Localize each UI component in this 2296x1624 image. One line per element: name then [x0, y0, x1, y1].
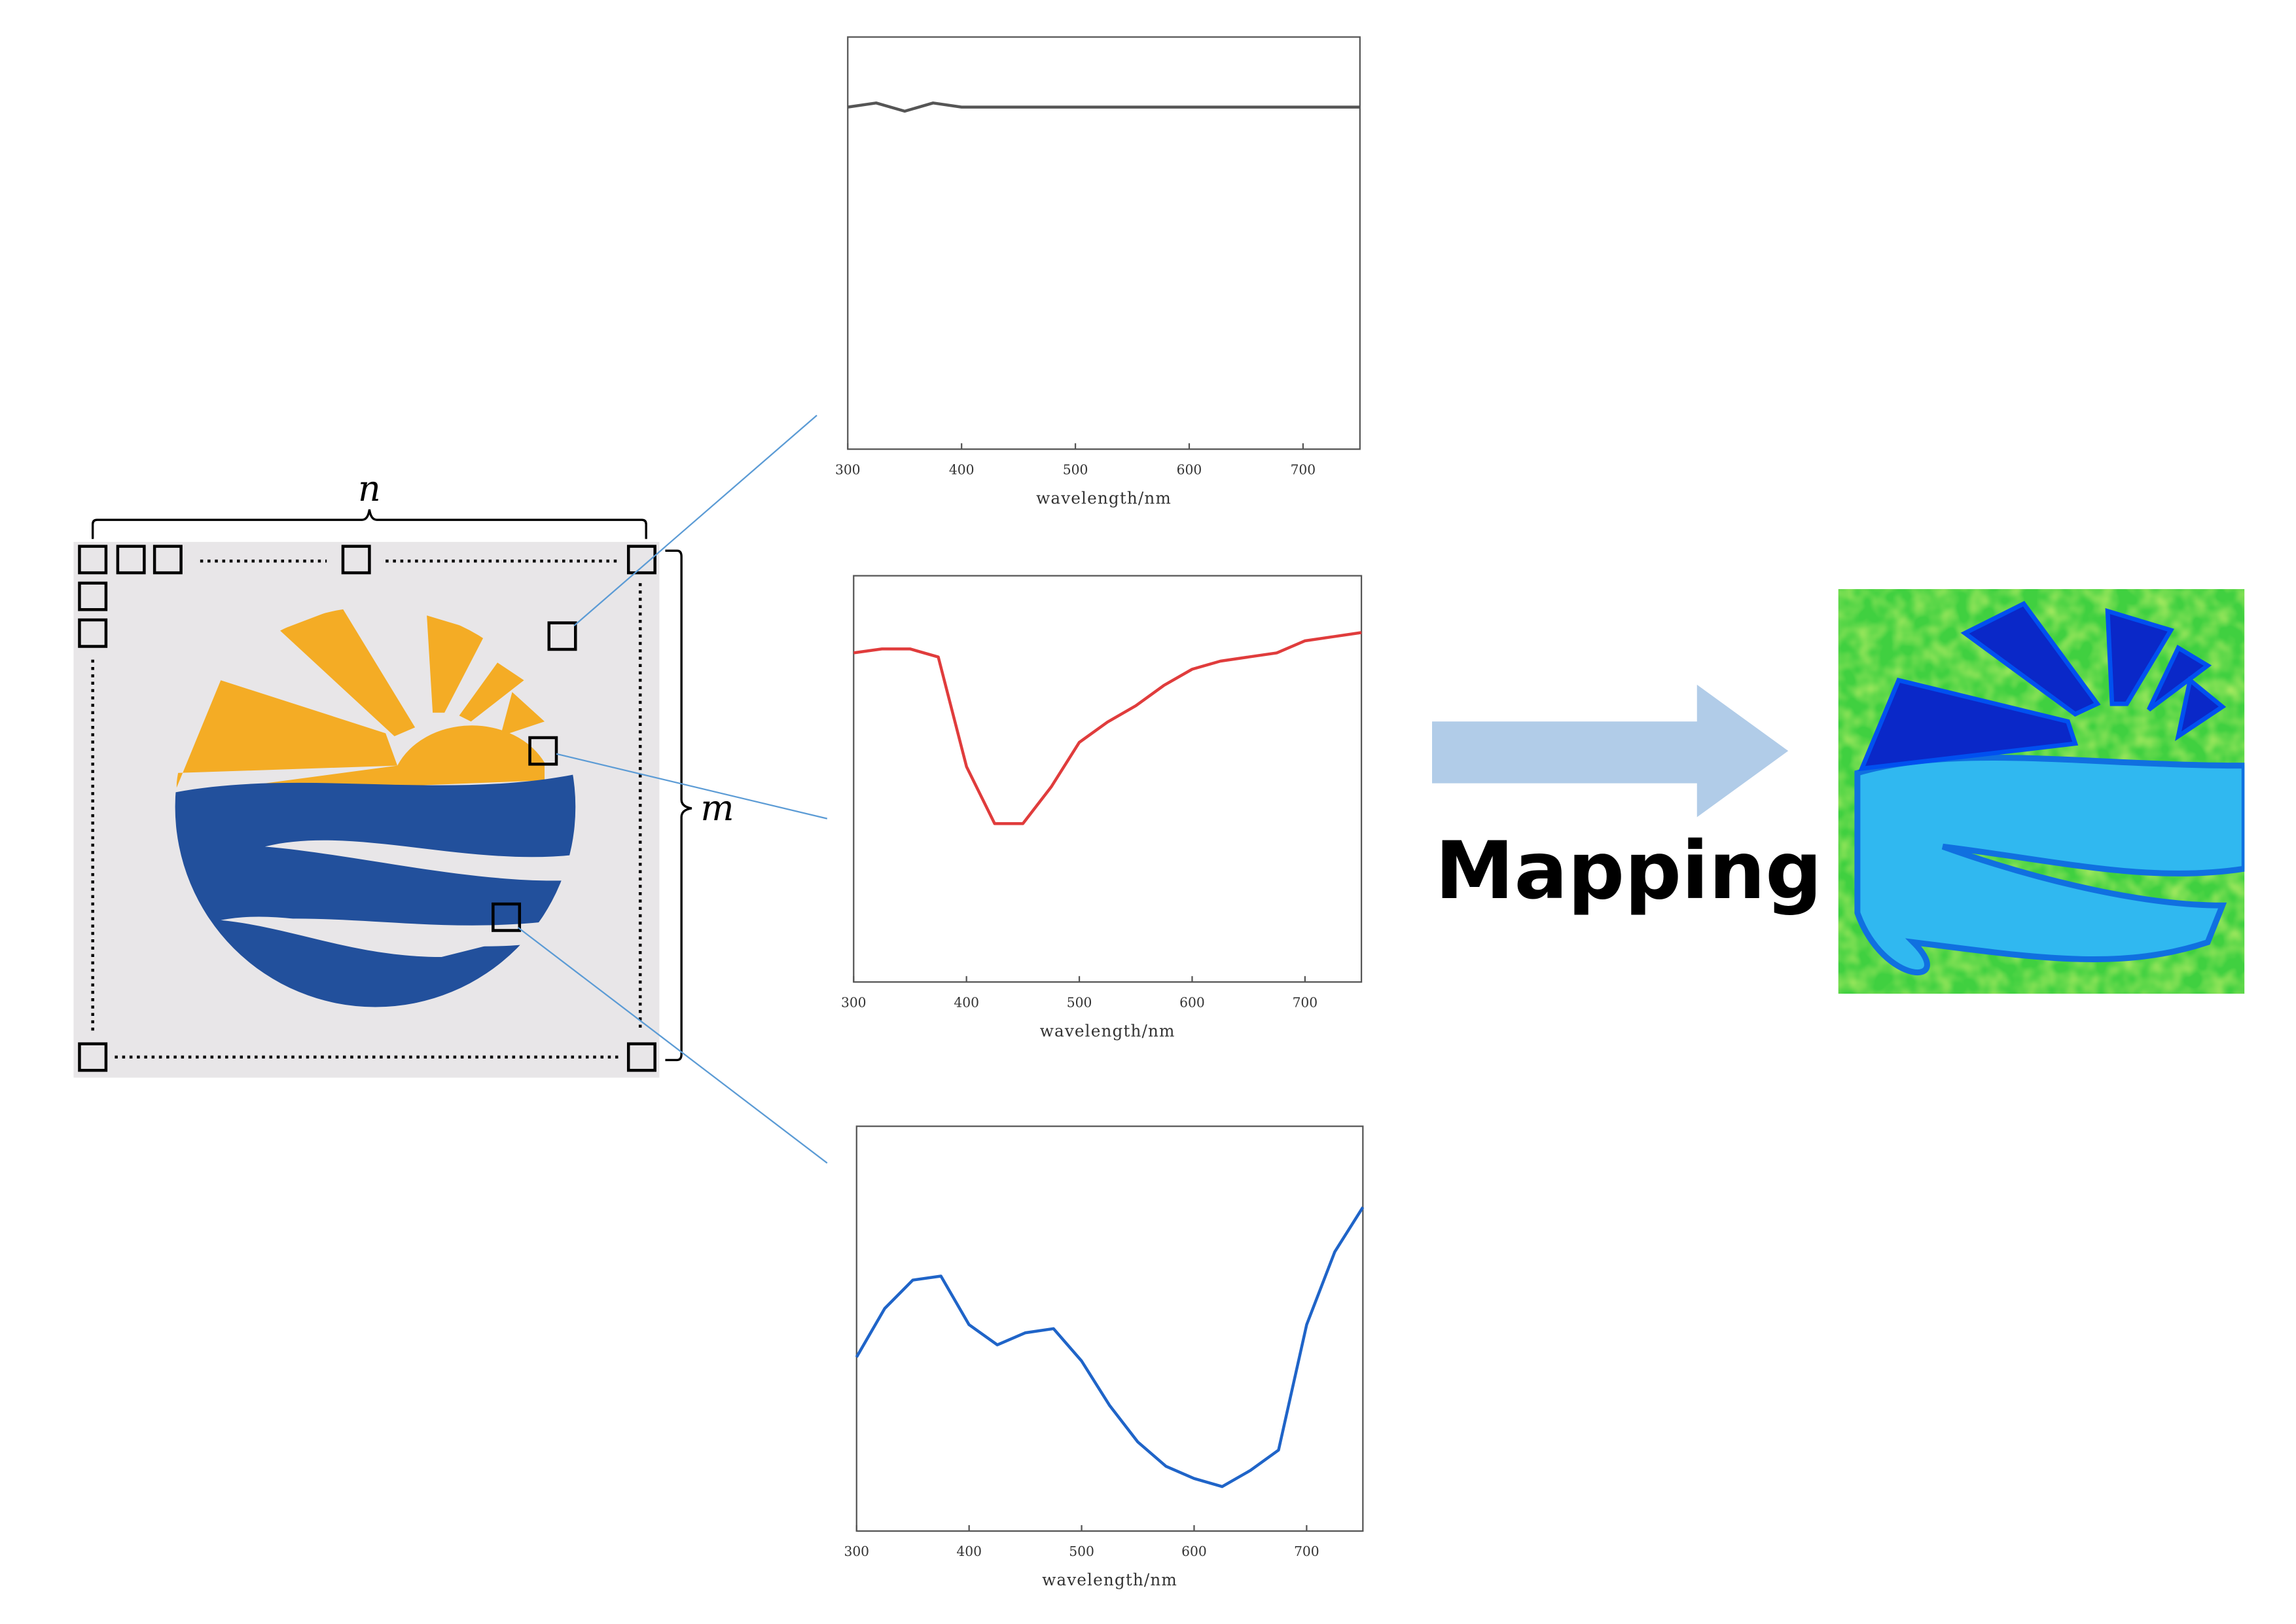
- label-m: m: [700, 787, 734, 829]
- grid-outline: [91, 559, 642, 1059]
- arrow: [1432, 684, 1789, 818]
- mapping-label: Mapping: [1435, 824, 1823, 917]
- x-tick-label: 300: [835, 461, 861, 477]
- heatmap: [1838, 588, 2245, 994]
- x-tick-label: 300: [844, 1543, 869, 1559]
- spectrum-line: [853, 631, 1362, 825]
- x-tick-label: 700: [1291, 461, 1316, 477]
- logo: [73, 541, 660, 1078]
- x-axis-label: wavelength/nm: [1040, 1021, 1175, 1040]
- connectors: [517, 414, 828, 1164]
- x-tick-label: 500: [1067, 994, 1092, 1010]
- label-n: n: [358, 468, 381, 509]
- x-tick-label: 400: [954, 994, 979, 1010]
- brace-n: [91, 509, 647, 539]
- x-tick-label: 700: [1294, 1543, 1319, 1559]
- x-axis-label: wavelength/nm: [1036, 488, 1172, 507]
- plot-frame: [847, 36, 1361, 450]
- x-tick-label: 500: [1069, 1543, 1094, 1559]
- x-tick-label: 700: [1293, 994, 1318, 1010]
- x-axis-label: wavelength/nm: [1042, 1570, 1177, 1589]
- x-tick-label: 300: [841, 994, 867, 1010]
- plot-frame: [853, 575, 1363, 983]
- spectrum-line: [847, 101, 1360, 113]
- pixel-squares: [78, 545, 656, 1072]
- x-tick-label: 600: [1179, 994, 1205, 1010]
- x-tick-label: 600: [1177, 461, 1202, 477]
- spectrum-line: [855, 1206, 1365, 1489]
- x-tick-label: 400: [956, 1543, 982, 1559]
- x-tick-label: 500: [1063, 461, 1088, 477]
- brace-m: [665, 549, 692, 1062]
- plot-frame: [855, 1125, 1364, 1532]
- x-tick-label: 600: [1181, 1543, 1207, 1559]
- x-tick-label: 400: [949, 461, 975, 477]
